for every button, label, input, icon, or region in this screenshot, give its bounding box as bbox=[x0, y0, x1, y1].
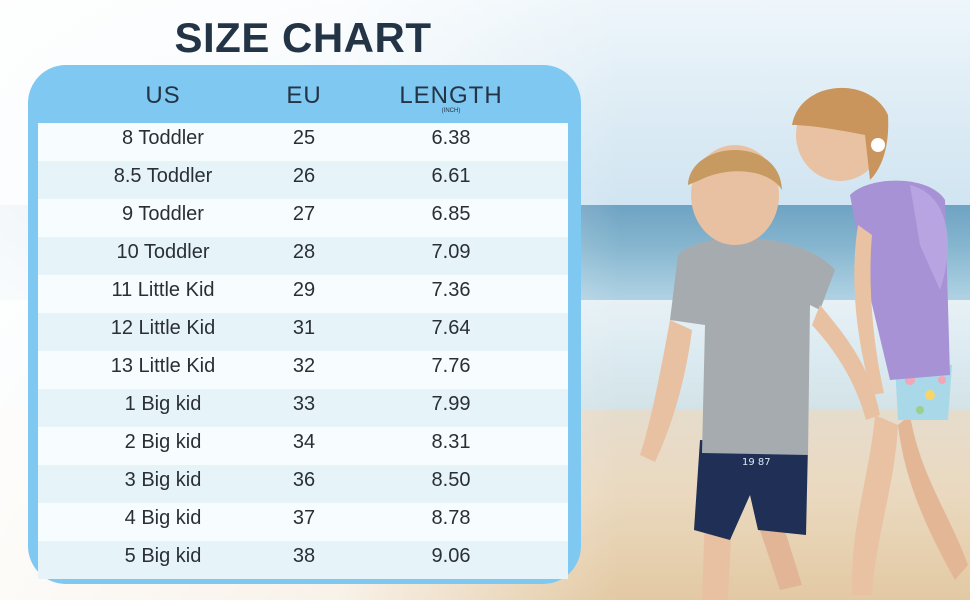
table-row: 11 Little Kid 29 7.36 bbox=[38, 275, 568, 313]
table-row: 5 Big kid 38 9.06 bbox=[38, 541, 568, 579]
cell-eu: 33 bbox=[292, 393, 316, 415]
cell-eu: 31 bbox=[292, 317, 316, 339]
cell-us: 11 Little Kid bbox=[111, 279, 215, 301]
table-row: 9 Toddler 27 6.85 bbox=[38, 199, 568, 237]
page-title: SIZE CHART bbox=[174, 14, 432, 61]
table-row: 3 Big kid 36 8.50 bbox=[38, 465, 568, 503]
cell-length: 6.61 bbox=[431, 165, 471, 187]
cell-length: 9.06 bbox=[431, 545, 471, 567]
cell-eu: 28 bbox=[292, 241, 316, 263]
table-row: 4 Big kid 37 8.78 bbox=[38, 503, 568, 541]
cell-length: 7.09 bbox=[431, 241, 471, 263]
cell-us: 3 Big kid bbox=[124, 469, 202, 491]
table-row: 13 Little Kid 32 7.76 bbox=[38, 351, 568, 389]
cell-us: 5 Big kid bbox=[124, 545, 202, 567]
cell-eu: 27 bbox=[292, 203, 316, 225]
cell-us: 1 Big kid bbox=[124, 393, 202, 415]
cell-us: 9 Toddler bbox=[122, 203, 204, 225]
cell-length: 8.31 bbox=[431, 431, 471, 453]
cell-length: 8.78 bbox=[431, 507, 471, 529]
cell-length: 6.38 bbox=[431, 127, 471, 149]
girl-figure bbox=[792, 87, 968, 595]
cell-eu: 37 bbox=[292, 507, 316, 529]
cell-us: 8.5 Toddler bbox=[113, 165, 213, 187]
cell-eu: 25 bbox=[292, 127, 316, 149]
size-chart-table: 8 Toddler 25 6.38 8.5 Toddler 26 6.61 9 Toddle… bbox=[38, 123, 568, 579]
header-length-unit: (INCH) bbox=[441, 108, 461, 114]
cell-us: 10 Toddler bbox=[116, 241, 210, 263]
boy-figure: 19 87 bbox=[640, 145, 880, 600]
cell-eu: 29 bbox=[292, 279, 316, 301]
cell-eu: 34 bbox=[292, 431, 316, 453]
cell-eu: 26 bbox=[292, 165, 316, 187]
cell-length: 6.85 bbox=[431, 203, 471, 225]
cell-us: 13 Little Kid bbox=[110, 355, 216, 377]
cell-us: 12 Little Kid bbox=[110, 317, 216, 339]
header-us: US bbox=[145, 82, 181, 109]
cell-length: 8.50 bbox=[431, 469, 471, 491]
cell-length: 7.99 bbox=[431, 393, 471, 415]
cell-us: 8 Toddler bbox=[122, 127, 204, 149]
header-eu: EU bbox=[286, 82, 322, 109]
shorts-print: 19 87 bbox=[742, 457, 771, 468]
table-row: 8 Toddler 25 6.38 bbox=[38, 123, 568, 161]
cell-eu: 36 bbox=[292, 469, 316, 491]
cell-eu: 32 bbox=[292, 355, 316, 377]
table-row: 1 Big kid 33 7.99 bbox=[38, 389, 568, 427]
table-row: 12 Little Kid 31 7.64 bbox=[38, 313, 568, 351]
table-row: 10 Toddler 28 7.09 bbox=[38, 237, 568, 275]
cell-us: 2 Big kid bbox=[124, 431, 202, 453]
cell-length: 7.64 bbox=[431, 317, 471, 339]
cell-eu: 38 bbox=[292, 545, 316, 567]
table-row: 2 Big kid 34 8.31 bbox=[38, 427, 568, 465]
header-length: LENGTH bbox=[399, 82, 503, 109]
size-chart-header: US EU LENGTH (INCH) bbox=[38, 78, 568, 124]
table-row: 8.5 Toddler 26 6.61 bbox=[38, 161, 568, 199]
cell-us: 4 Big kid bbox=[124, 507, 202, 529]
cell-length: 7.36 bbox=[431, 279, 471, 301]
cell-length: 7.76 bbox=[431, 355, 471, 377]
